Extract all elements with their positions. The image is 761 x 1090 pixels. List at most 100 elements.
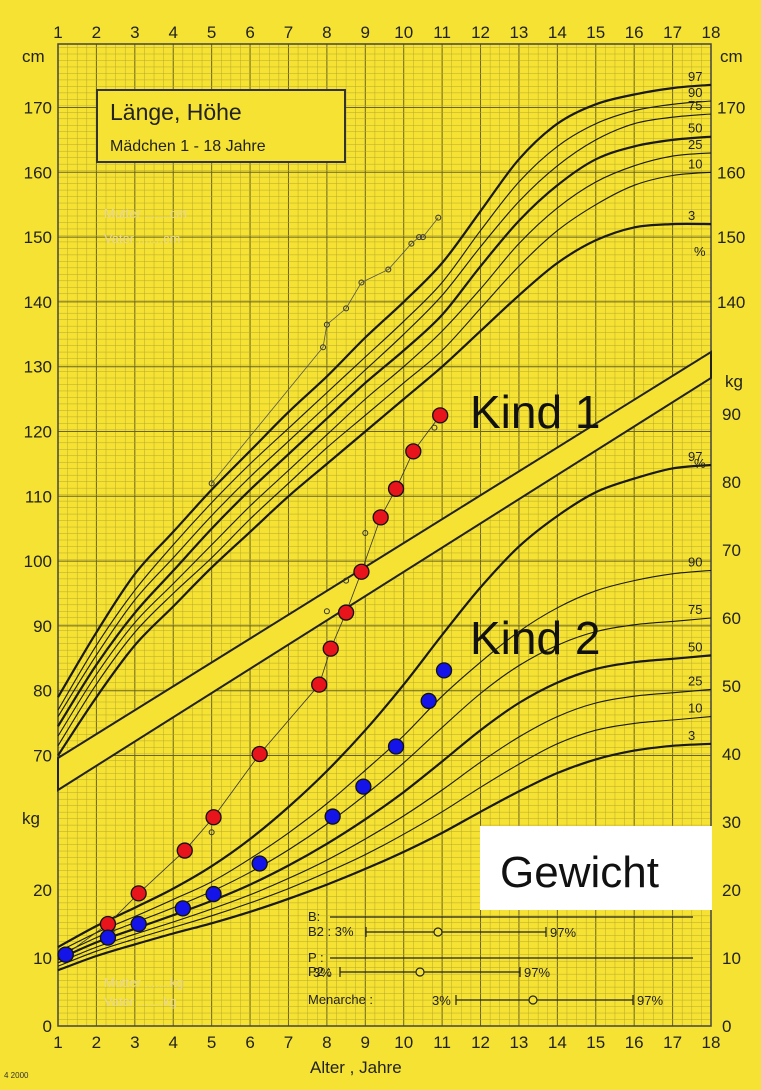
- weight-tick-right-70: 70: [722, 541, 741, 560]
- height-tick-left-110: 110: [25, 487, 52, 506]
- height-tick-left-70: 70: [33, 747, 52, 766]
- height-tick-left-120: 120: [24, 423, 52, 442]
- height-tick-left-90: 90: [33, 617, 52, 636]
- height-curve-label-p97: 97: [688, 69, 702, 84]
- point-kind-1: [322, 640, 339, 657]
- weight-tick-right-80: 80: [722, 473, 741, 492]
- menarche-scale-high-label: 97%: [637, 993, 663, 1008]
- x-tick-top-3: 3: [130, 23, 139, 42]
- height-tick-left-160: 160: [24, 163, 52, 182]
- point-kind-2: [99, 929, 117, 946]
- series-label-kind-2: Kind 2: [470, 612, 600, 664]
- point-kind-1: [372, 509, 389, 526]
- height-tick-left-140: 140: [24, 293, 52, 312]
- point-kind-1: [205, 809, 222, 826]
- x-tick-top-10: 10: [394, 23, 413, 42]
- point-kind-1: [353, 563, 370, 580]
- weight-curve-label-p25: 25: [688, 673, 702, 688]
- x-tick-bottom-18: 18: [702, 1033, 721, 1052]
- x-tick-top-12: 12: [471, 23, 490, 42]
- height-measurement: [408, 240, 415, 247]
- weight-measurement: [208, 829, 215, 836]
- height-curve-label-p10: 10: [688, 156, 702, 171]
- height-measurement: [435, 214, 442, 221]
- height-percent-sign: %: [694, 244, 706, 259]
- height-curve-label-p75: 75: [688, 98, 702, 113]
- weight-tick-right-90: 90: [722, 405, 741, 424]
- x-tick-bottom-16: 16: [625, 1033, 644, 1052]
- left-unit-kg: kg: [22, 809, 40, 828]
- p2-scale-high-label: 97%: [524, 965, 550, 980]
- weight-tick-right-60: 60: [722, 609, 741, 628]
- menarche-scale-median: [528, 995, 538, 1005]
- x-tick-bottom-10: 10: [394, 1033, 413, 1052]
- point-kind-2: [355, 778, 372, 795]
- weight-measurement: [343, 577, 350, 584]
- height-measurement: [343, 305, 350, 312]
- point-kind-1: [405, 443, 422, 460]
- mutter-kg-label: Mutter .......kg: [104, 975, 183, 990]
- vater-cm-label: Vater .......cm: [104, 231, 180, 246]
- axis-labels: 1122334455667788991010111112121313141415…: [24, 23, 746, 1052]
- data-points: [57, 407, 453, 963]
- point-kind-2: [130, 915, 147, 933]
- x-tick-bottom-17: 17: [663, 1033, 682, 1052]
- left-unit-cm: cm: [22, 47, 45, 66]
- weight-tick-right-10: 10: [722, 949, 741, 968]
- x-axis-label: Alter , Jahre: [310, 1058, 402, 1077]
- height-measurement: [385, 266, 392, 273]
- p2-scale-median: [415, 967, 425, 977]
- mutter-cm-label: Mutter .......cm: [104, 206, 187, 221]
- point-kind-1: [337, 604, 355, 621]
- weight-tick-right-30: 30: [722, 813, 741, 832]
- height-tick-right-140: 140: [717, 293, 745, 312]
- weight-curve-p3: [57, 742, 712, 972]
- weight-curve-p75: [57, 617, 712, 957]
- b2-scale-median: [433, 927, 443, 937]
- title-box: [96, 89, 346, 163]
- point-kind-2: [174, 900, 191, 917]
- height-curve-p75: [57, 113, 712, 717]
- weight-percent-sign: %: [694, 456, 706, 471]
- x-tick-top-8: 8: [322, 23, 331, 42]
- height-curve-p10: [57, 171, 712, 747]
- weight-curve-label-p10: 10: [688, 701, 702, 716]
- weight-percentile-curves: 97 90 75 50 25 10 3: [57, 449, 712, 972]
- x-tick-bottom-5: 5: [207, 1033, 216, 1052]
- puberty-label-4: Menarche :: [308, 992, 373, 1007]
- height-tick-right-150: 150: [717, 228, 745, 247]
- height-measurement: [208, 480, 215, 487]
- x-tick-top-18: 18: [702, 23, 721, 42]
- divider-band: [57, 350, 712, 792]
- height-percentile-curves: 97 90 75 50 25 10 3: [57, 69, 712, 757]
- x-tick-top-2: 2: [92, 23, 101, 42]
- x-tick-top-1: 1: [53, 23, 62, 42]
- x-tick-top-17: 17: [663, 23, 682, 42]
- x-tick-top-11: 11: [433, 23, 451, 42]
- height-tick-left-130: 130: [24, 358, 52, 377]
- right-unit-cm: cm: [720, 47, 743, 66]
- height-curve-p3: [57, 222, 712, 757]
- x-tick-bottom-13: 13: [509, 1033, 528, 1052]
- height-curve-label-p3: 3: [688, 208, 695, 223]
- menarche-scale-low-label: 3%: [432, 993, 451, 1008]
- height-tick-left-170: 170: [24, 99, 52, 118]
- weight-curve-label-p3: 3: [688, 728, 695, 743]
- x-tick-top-9: 9: [361, 23, 370, 42]
- weight-curve-p50: [57, 654, 712, 961]
- x-tick-bottom-4: 4: [169, 1033, 178, 1052]
- weight-tick-right-50: 50: [722, 677, 741, 696]
- weight-tick-right-40: 40: [722, 745, 741, 764]
- height-curve-p97: [57, 83, 712, 698]
- point-kind-2: [57, 946, 74, 963]
- weight-curve-label-p50: 50: [688, 639, 702, 654]
- p2-scale-low-label: 3%: [313, 965, 332, 980]
- weight-tick-left-20: 20: [33, 881, 52, 900]
- weight-curve-label-p97: 97: [688, 449, 702, 464]
- x-tick-top-15: 15: [586, 23, 605, 42]
- puberty-label-0: B:: [308, 909, 320, 924]
- height-tick-left-150: 150: [24, 228, 52, 247]
- weight-curve-label-p90: 90: [688, 554, 702, 569]
- vater-kg-label: Vater .......kg: [104, 994, 177, 1009]
- height-tick-right-160: 160: [717, 163, 745, 182]
